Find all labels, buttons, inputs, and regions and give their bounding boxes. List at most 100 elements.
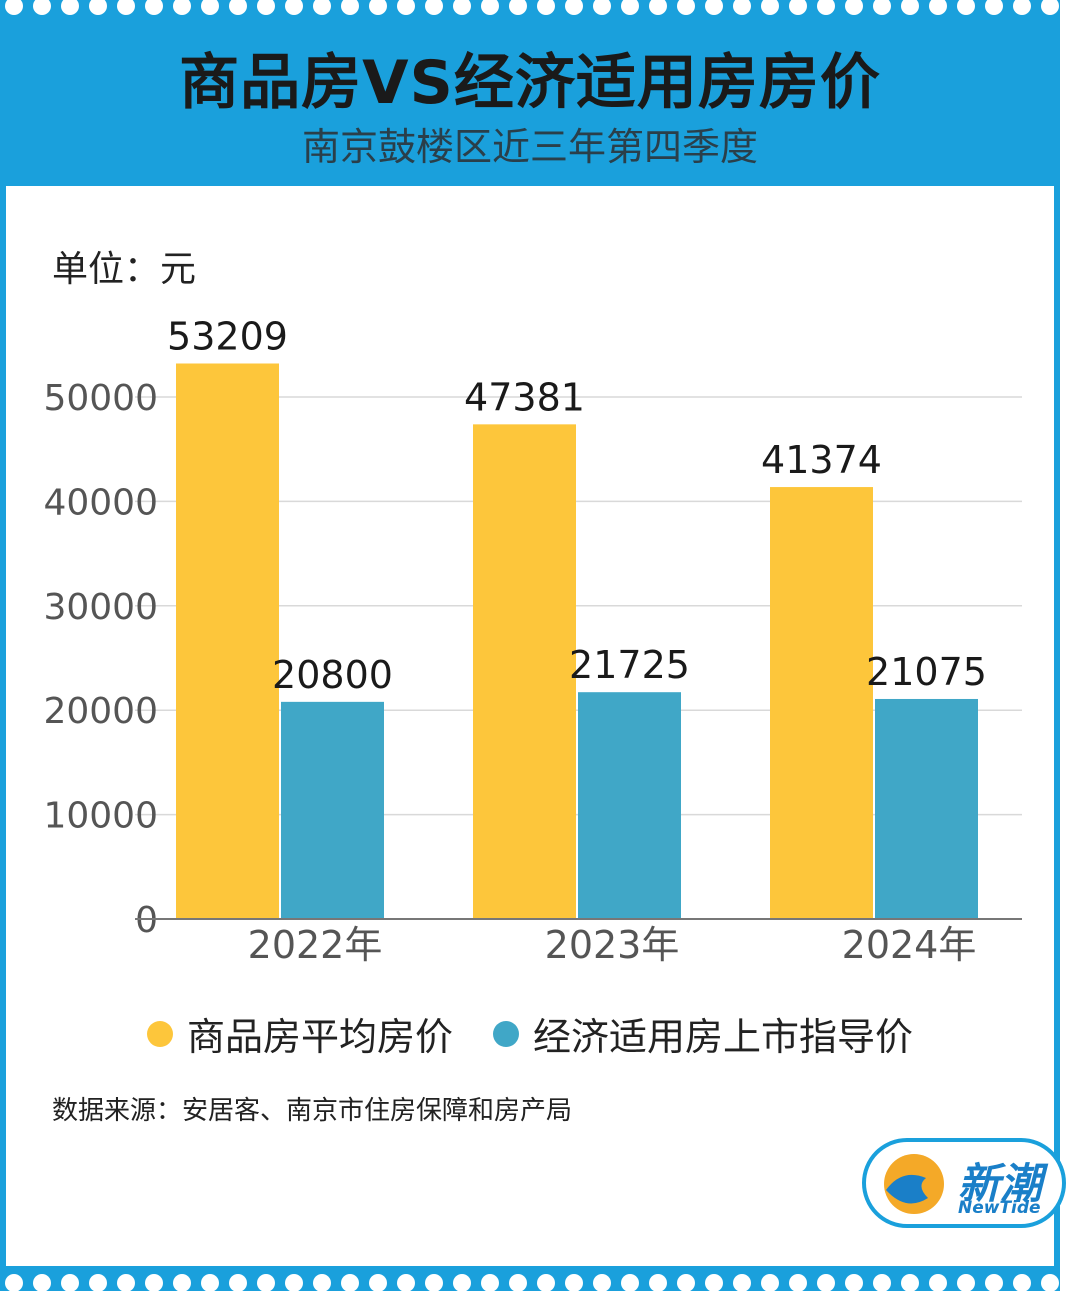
scallop-dot <box>677 1274 695 1291</box>
x-tick-label: 2024年 <box>842 923 977 967</box>
legend: 商品房平均房价 经济适用房上市指导价 <box>0 1006 1060 1061</box>
bar-affordable <box>875 698 978 919</box>
legend-label-commercial: 商品房平均房价 <box>186 1015 453 1059</box>
scallop-dot <box>705 0 723 15</box>
scallop-dot <box>229 0 247 15</box>
scallop-dot <box>873 1274 891 1291</box>
scallop-dot <box>565 1274 583 1291</box>
scallop-dot <box>1041 1274 1059 1291</box>
scallop-dot <box>5 1274 23 1291</box>
bar-commercial <box>473 424 576 919</box>
right-border <box>1054 0 1060 1291</box>
bar-value-label: 41374 <box>761 438 882 482</box>
scallop-dot <box>285 0 303 15</box>
scallop-dot <box>705 1274 723 1291</box>
logo-wave-icon <box>886 1174 928 1204</box>
scallop-dot <box>873 0 891 15</box>
scallop-dot <box>1041 0 1059 15</box>
scallop-dot <box>929 0 947 15</box>
scallop-dot <box>5 0 23 15</box>
scallop-dot <box>481 1274 499 1291</box>
scallop-dot <box>733 1274 751 1291</box>
y-tick-label: 40000 <box>43 482 158 523</box>
bar-commercial <box>176 363 279 919</box>
newtide-logo <box>862 1138 1066 1228</box>
scallop-dot <box>677 0 695 15</box>
scallop-dot <box>257 0 275 15</box>
scallop-dot <box>89 1274 107 1291</box>
scallop-dot <box>789 1274 807 1291</box>
source-note: 数据来源：安居客、南京市住房保障和房产局 <box>52 1096 573 1126</box>
bar-value-label: 21075 <box>866 650 987 694</box>
scallop-dot <box>61 1274 79 1291</box>
scallop-dot <box>341 0 359 15</box>
legend-dot-yellow <box>146 1020 173 1047</box>
scallop-dot <box>173 0 191 15</box>
scallop-dot <box>453 0 471 15</box>
scallop-dot <box>61 0 79 15</box>
scallop-dot <box>369 0 387 15</box>
scallop-dot <box>397 0 415 15</box>
scallop-dot <box>985 0 1003 15</box>
scallop-dot <box>369 1274 387 1291</box>
scallop-dot <box>649 1274 667 1291</box>
logo-name: 新潮 <box>958 1159 1043 1208</box>
scallop-dot <box>593 0 611 15</box>
scallop-dot <box>537 1274 555 1291</box>
scallop-dot <box>901 1274 919 1291</box>
scallop-dot <box>173 1274 191 1291</box>
bar-value-label: 20800 <box>272 653 393 697</box>
scallop-dot <box>313 1274 331 1291</box>
scallop-dot <box>985 1274 1003 1291</box>
scallop-dot <box>397 1274 415 1291</box>
scallop-dot <box>1013 0 1031 15</box>
scallop-dot <box>117 1274 135 1291</box>
scallop-dot <box>229 1274 247 1291</box>
bar-commercial <box>770 487 873 919</box>
scallop-dot <box>33 0 51 15</box>
left-border <box>0 0 6 1291</box>
y-tick-label: 10000 <box>43 796 158 837</box>
scallop-dot <box>649 0 667 15</box>
scallop-dot <box>761 0 779 15</box>
scallop-dot <box>817 1274 835 1291</box>
scallop-dot <box>929 1274 947 1291</box>
scallop-dot <box>845 0 863 15</box>
legend-label-affordable: 经济适用房上市指导价 <box>533 1015 914 1059</box>
page-title: 商品房VS经济适用房房价 <box>179 48 881 118</box>
scallop-dot <box>313 0 331 15</box>
bottom-scallops <box>5 1274 1059 1291</box>
x-tick-label: 2022年 <box>248 923 383 967</box>
y-tick-label: 50000 <box>43 378 158 419</box>
scallop-dot <box>845 1274 863 1291</box>
scallop-dot <box>117 0 135 15</box>
scallop-dot <box>89 0 107 15</box>
scallop-dot <box>593 1274 611 1291</box>
scallop-dot <box>565 0 583 15</box>
scallop-dot <box>761 1274 779 1291</box>
scallop-dot <box>341 1274 359 1291</box>
bar-affordable <box>281 701 384 919</box>
scallop-dot <box>1013 1274 1031 1291</box>
scallop-dot <box>957 1274 975 1291</box>
logo-subname: NewTide <box>958 1198 1041 1218</box>
scallop-dot <box>201 0 219 15</box>
scallop-dot <box>509 0 527 15</box>
scallop-dot <box>621 1274 639 1291</box>
y-tick-label: 0 <box>135 900 158 941</box>
top-scallops <box>5 0 1059 15</box>
scallop-dot <box>257 1274 275 1291</box>
header-band <box>0 0 1060 186</box>
scallop-dot <box>145 0 163 15</box>
scallop-dot <box>957 0 975 15</box>
legend-dot-teal <box>493 1020 519 1047</box>
scallop-dot <box>817 0 835 15</box>
page-subtitle: 南京鼓楼区近三年第四季度 <box>301 125 758 169</box>
bar-affordable <box>578 692 681 919</box>
scallop-dot <box>621 0 639 15</box>
scallop-dot <box>509 1274 527 1291</box>
x-tick-label: 2023年 <box>545 923 680 967</box>
legend-item-affordable: 经济适用房上市指导价 <box>493 1006 913 1061</box>
